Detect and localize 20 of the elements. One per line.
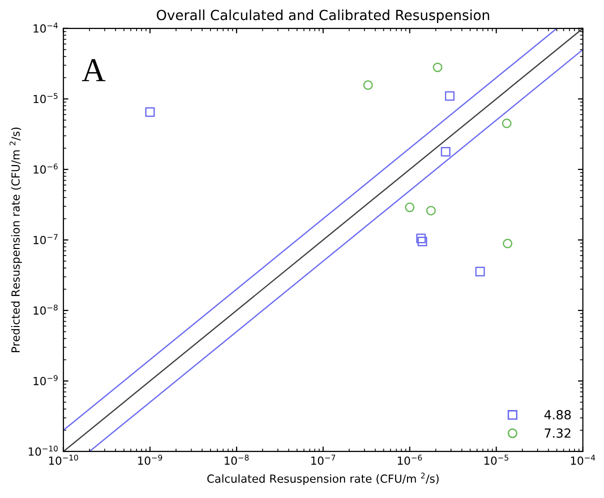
y-tick-label: 10$^{−7}$	[34, 234, 58, 244]
y-tick-label: 10$^{−5}$	[34, 93, 58, 104]
x-tick-label: 10$^{−4}$	[571, 454, 596, 465]
x-tick-label: 10$^{−10}$	[49, 454, 78, 465]
y-tick-label: 10$^{−9}$	[34, 375, 58, 386]
legend-label: 7.32	[544, 428, 570, 438]
x-tick-label: 10$^{−9}$	[138, 454, 162, 465]
y-tick-label: 10$^{−10}$	[28, 446, 58, 456]
y-tick-label: 10$^{−6}$	[34, 164, 58, 174]
chart-title: Overall Calculated and Calibrated Resuspension	[156, 10, 490, 23]
y-tick-label: 10$^{−4}$	[34, 22, 58, 33]
y-tick-label: 10$^{−8}$	[34, 304, 58, 315]
annotation: A	[82, 59, 106, 82]
y-axis-title: Predicted Resuspension rate (CFU/m $^{2}$/s)	[10, 128, 22, 352]
x-tick-label: 10$^{−8}$	[224, 454, 249, 465]
x-tick-label: 10$^{−5}$	[484, 454, 508, 465]
x-tick-label: 10$^{−6}$	[398, 454, 422, 465]
legend-label: 4.88	[544, 410, 571, 420]
x-axis-title: Calculated Resuspension rate (CFU/m $^{2}$/s)	[207, 472, 439, 485]
x-tick-label: 10$^{−7}$	[311, 454, 336, 465]
